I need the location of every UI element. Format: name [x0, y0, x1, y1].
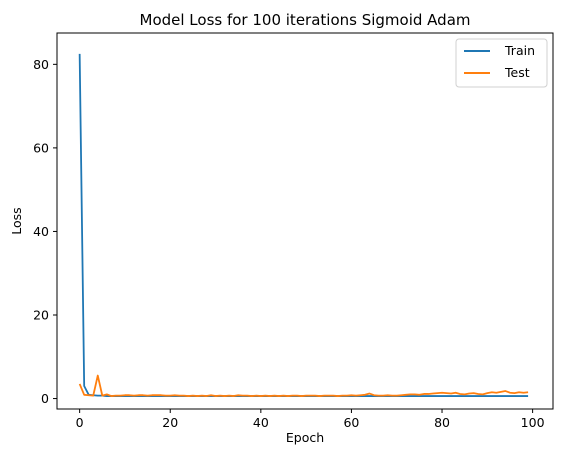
chart-title: Model Loss for 100 iterations Sigmoid Ad… [140, 11, 471, 29]
plot-area [56, 32, 554, 410]
x-tick-label: 80 [434, 415, 450, 430]
x-axis-label: Epoch [286, 430, 324, 445]
legend: Train Test [455, 38, 548, 88]
y-tick-label: 0 [41, 391, 49, 406]
x-tick-label: 60 [343, 415, 359, 430]
y-tick-label: 40 [33, 224, 49, 239]
series-line-test [78, 374, 529, 397]
axis-ticks: 0 20 40 60 80 100 0 20 40 60 80 [33, 57, 544, 430]
x-tick-label: 20 [162, 415, 178, 430]
legend-label-train: Train [504, 43, 535, 58]
y-tick-label: 20 [33, 308, 49, 323]
x-tick-label: 100 [521, 415, 545, 430]
x-tick-label: 0 [76, 415, 84, 430]
y-tick-label: 60 [33, 140, 49, 155]
legend-label-test: Test [504, 65, 530, 80]
y-axis-label: Loss [9, 207, 24, 234]
x-tick-label: 40 [253, 415, 269, 430]
series-lines [78, 53, 529, 397]
y-tick-label: 80 [33, 57, 49, 72]
